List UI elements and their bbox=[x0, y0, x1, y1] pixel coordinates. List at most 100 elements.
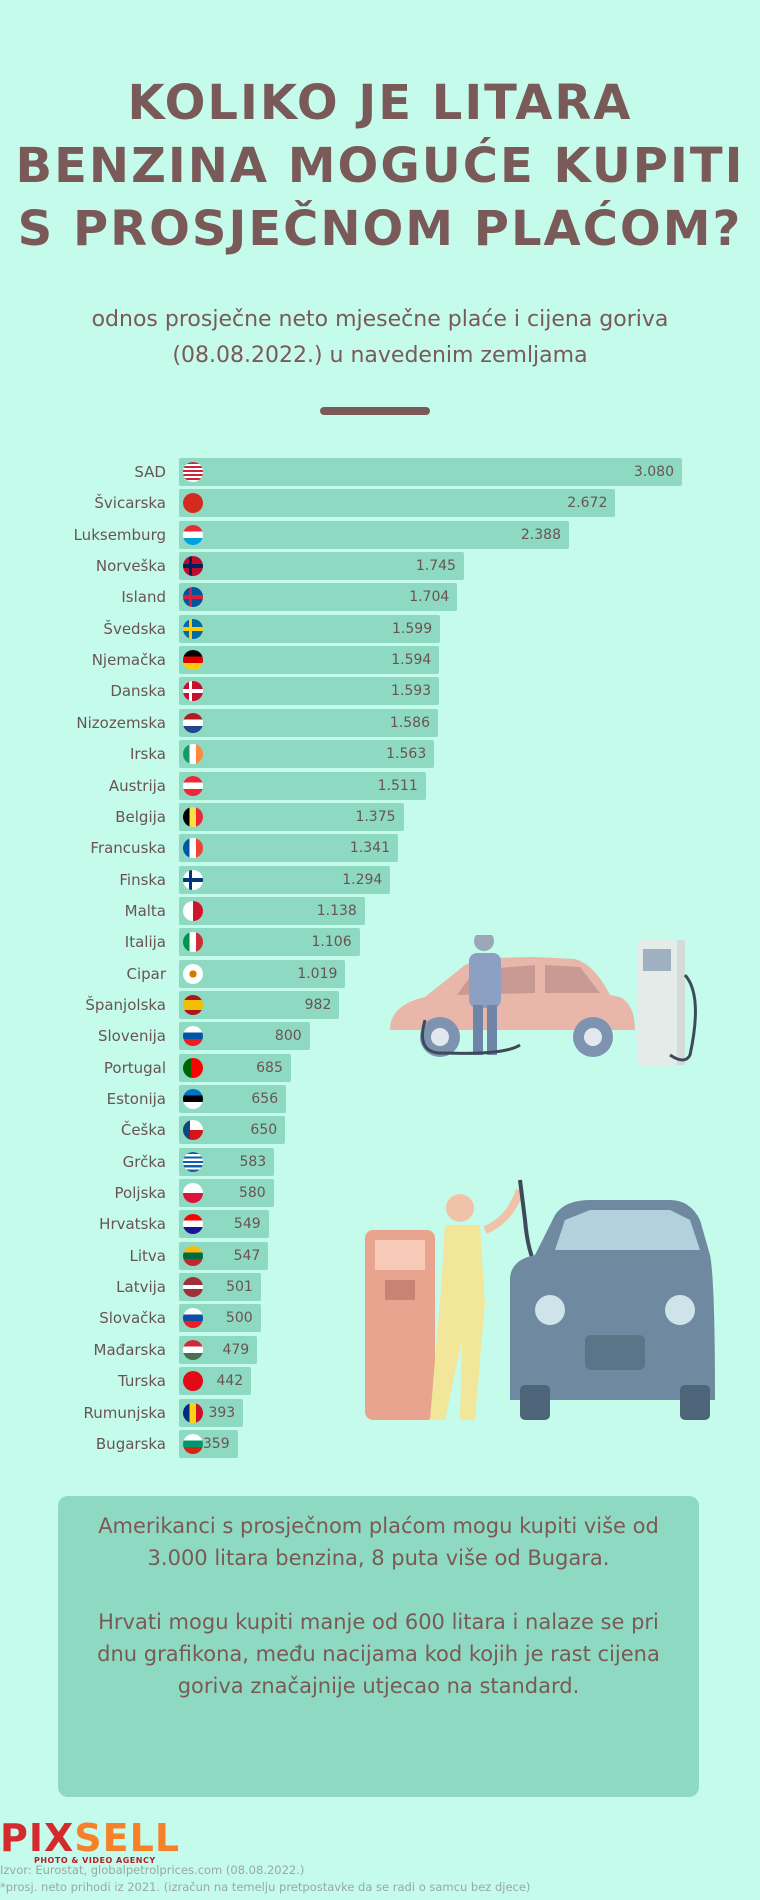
country-label: Francuska bbox=[90, 839, 166, 858]
value-label: 1.341 bbox=[349, 840, 390, 857]
bulgaria-flag-icon bbox=[183, 1433, 203, 1454]
chart-row: Poljska 580 bbox=[0, 1179, 760, 1208]
hungary-flag-icon bbox=[183, 1339, 203, 1360]
france-flag-icon bbox=[183, 838, 203, 859]
value-label: 1.745 bbox=[415, 558, 456, 575]
value-label: 359 bbox=[202, 1435, 230, 1452]
value-label: 549 bbox=[233, 1216, 261, 1233]
summary-box: Amerikanci s prosječnom plaćom mogu kupi… bbox=[58, 1496, 699, 1797]
country-label: Njemačka bbox=[91, 651, 166, 670]
value-label: 500 bbox=[225, 1310, 253, 1327]
cyprus-flag-icon bbox=[183, 963, 203, 984]
bar bbox=[179, 896, 365, 925]
value-label: 1.704 bbox=[409, 589, 450, 606]
malta-flag-icon bbox=[183, 900, 203, 921]
norway-flag-icon bbox=[183, 556, 203, 577]
chart-row: Austrija 1.511 bbox=[0, 771, 760, 800]
country-label: Island bbox=[121, 588, 166, 607]
country-label: Poljska bbox=[114, 1184, 166, 1203]
logo-text-red: PIX bbox=[0, 1816, 75, 1860]
denmark-flag-icon bbox=[183, 681, 203, 702]
germany-flag-icon bbox=[183, 650, 203, 671]
country-label: Estonija bbox=[106, 1090, 166, 1108]
country-label: Švedska bbox=[103, 619, 166, 638]
country-label: Finska bbox=[119, 870, 166, 889]
switzerland-flag-icon bbox=[183, 493, 203, 514]
bar-chart: SAD 3.080 Švicarska 2.672 Luksemburg 2.388 Nor… bbox=[0, 458, 760, 1468]
country-label: Mađarska bbox=[93, 1340, 166, 1359]
country-label: Latvija bbox=[116, 1278, 166, 1297]
country-label: Malta bbox=[124, 901, 166, 920]
country-label: Grčka bbox=[122, 1152, 166, 1171]
estonia-flag-icon bbox=[183, 1089, 203, 1109]
subtitle: odnos prosječne neto mjesečne plaće i ci… bbox=[91, 307, 669, 368]
romania-flag-icon bbox=[183, 1402, 203, 1423]
value-label: 580 bbox=[238, 1185, 266, 1202]
chart-row: Belgija 1.375 bbox=[0, 802, 760, 831]
chart-row: Latvija 501 bbox=[0, 1273, 760, 1302]
chart-row: Norveška 1.745 bbox=[0, 552, 760, 581]
spain-flag-icon bbox=[183, 994, 203, 1015]
sweden-flag-icon bbox=[183, 618, 203, 639]
country-label: Austrija bbox=[108, 776, 166, 795]
bar bbox=[179, 865, 391, 894]
chart-row: Mađarska 479 bbox=[0, 1335, 760, 1364]
chart-row: Turska 442 bbox=[0, 1367, 760, 1396]
bar bbox=[179, 520, 569, 549]
divider bbox=[320, 407, 430, 415]
chart-row: Francuska 1.341 bbox=[0, 834, 760, 863]
value-label: 1.511 bbox=[377, 777, 418, 794]
country-label: Danska bbox=[110, 682, 166, 701]
value-label: 685 bbox=[256, 1059, 283, 1076]
footnote-text: *prosj. neto prihodi iz 2021. (izračun n… bbox=[0, 1880, 531, 1894]
portugal-flag-icon bbox=[183, 1057, 203, 1078]
bar bbox=[179, 489, 616, 518]
logo-tagline: PHOTO & VIDEO AGENCY bbox=[34, 1856, 156, 1865]
chart-row: Grčka 583 bbox=[0, 1147, 760, 1176]
finland-flag-icon bbox=[183, 869, 203, 890]
value-label: 501 bbox=[226, 1279, 253, 1296]
value-label: 442 bbox=[216, 1373, 244, 1390]
chart-row: Litva 547 bbox=[0, 1241, 760, 1270]
bar bbox=[179, 802, 404, 831]
value-label: 3.080 bbox=[633, 464, 674, 480]
luxembourg-flag-icon bbox=[183, 524, 203, 545]
chart-row: Španjolska 982 bbox=[0, 990, 760, 1019]
value-label: 479 bbox=[222, 1341, 250, 1358]
value-label: 1.294 bbox=[342, 871, 383, 888]
country-label: Irska bbox=[129, 745, 166, 764]
country-label: Italija bbox=[124, 933, 166, 952]
iceland-flag-icon bbox=[183, 587, 203, 608]
value-label: 1.586 bbox=[389, 714, 430, 731]
ireland-flag-icon bbox=[183, 744, 203, 765]
italy-flag-icon bbox=[183, 932, 203, 953]
value-label: 1.019 bbox=[297, 965, 338, 982]
us-flag-icon bbox=[183, 462, 203, 482]
bar bbox=[179, 583, 458, 612]
value-label: 1.106 bbox=[311, 934, 352, 951]
bar bbox=[179, 959, 346, 988]
netherlands-flag-icon bbox=[183, 712, 203, 733]
country-label: Slovenija bbox=[97, 1027, 166, 1046]
pixsell-logo: PIXSELL PHOTO & VIDEO AGENCY bbox=[0, 1816, 180, 1865]
country-label: Bugarska bbox=[95, 1434, 166, 1453]
bar bbox=[179, 928, 360, 957]
bar bbox=[179, 614, 441, 643]
value-label: 2.388 bbox=[520, 526, 561, 543]
country-label: Slovačka bbox=[99, 1309, 166, 1328]
bar bbox=[179, 771, 426, 800]
gas-station-illustration bbox=[365, 1179, 715, 1420]
chart-row: Hrvatska 549 bbox=[0, 1210, 760, 1239]
chart-row: Island 1.704 bbox=[0, 583, 760, 612]
country-label: Rumunjska bbox=[83, 1403, 166, 1422]
chart-row: Italija 1.106 bbox=[0, 928, 760, 957]
chart-row: Nizozemska 1.586 bbox=[0, 708, 760, 737]
bar bbox=[179, 458, 682, 486]
chart-row: Švicarska 2.672 bbox=[0, 489, 760, 518]
summary-paragraph-2: Hrvati mogu kupiti manje od 600 litara i… bbox=[97, 1610, 660, 1698]
country-label: Švicarska bbox=[94, 494, 166, 513]
value-label: 650 bbox=[250, 1122, 278, 1139]
chart-row: Njemačka 1.594 bbox=[0, 646, 760, 675]
country-label: Norveška bbox=[95, 557, 166, 576]
value-label: 656 bbox=[251, 1091, 279, 1107]
